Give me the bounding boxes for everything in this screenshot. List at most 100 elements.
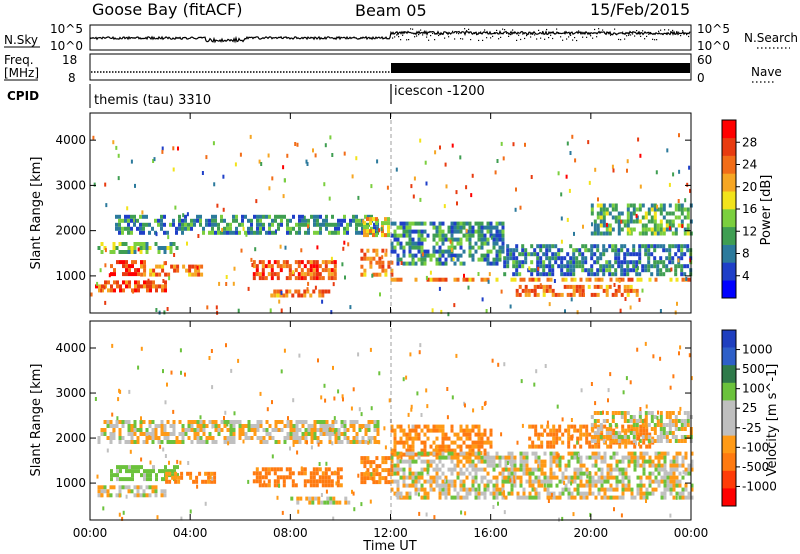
power-echo-cell: [451, 143, 454, 148]
velocity-echo-cell: [429, 463, 433, 468]
power-echo-cell: [626, 268, 630, 273]
velocity-echo-cell: [411, 455, 415, 460]
power-echo-cell: [483, 237, 487, 242]
velocity-echo-cell: [113, 473, 116, 478]
power-echo-cell: [593, 244, 597, 249]
power-echo-cell: [280, 214, 283, 219]
velocity-echo-cell: [393, 463, 397, 468]
velocity-echo-cell: [214, 428, 218, 432]
velocity-echo-cell: [106, 489, 110, 494]
velocity-echo-cell: [666, 475, 670, 480]
power-echo-cell: [184, 214, 187, 219]
velocity-echo-cell: [597, 479, 601, 484]
power-echo-cell: [232, 214, 235, 219]
velocity-echo-cell: [478, 487, 481, 492]
power-echo-cell: [480, 277, 484, 282]
power-echo-cell: [300, 276, 304, 281]
power-echo-cell: [372, 217, 375, 222]
velocity-echo-cell: [202, 428, 206, 432]
velocity-echo-cell: [620, 411, 624, 415]
power-echo-cell: [632, 288, 636, 293]
velocity-echo-cell: [474, 444, 478, 449]
power-echo-cell: [465, 221, 469, 226]
velocity-echo-cell: [486, 471, 490, 476]
velocity-echo-cell: [253, 424, 257, 428]
power-echo-cell: [307, 226, 310, 231]
power-echo-cell: [97, 246, 101, 250]
velocity-echo-cell: [145, 493, 149, 498]
power-echo-cell: [617, 211, 621, 216]
power-echo-cell: [369, 264, 373, 269]
velocity-echo-cell: [641, 459, 644, 464]
velocity-echo-cell: [423, 467, 427, 472]
velocity-echo-cell: [277, 440, 281, 444]
power-echo-cell: [536, 284, 540, 289]
velocity-echo-cell: [195, 475, 199, 480]
velocity-colorbar-tick-label: 500: [742, 362, 765, 376]
velocity-echo-cell: [576, 459, 580, 464]
power-echo-cell: [644, 244, 648, 249]
power-echo-cell: [551, 268, 555, 273]
velocity-echo-cell: [666, 451, 670, 456]
velocity-echo-cell: [376, 420, 380, 424]
velocity-echo-cell: [232, 432, 236, 436]
velocity-echo-cell: [501, 479, 505, 484]
power-echo-cell: [405, 233, 409, 238]
velocity-echo-cell: [376, 428, 380, 432]
velocity-echo-cell: [456, 436, 460, 441]
power-echo-cell: [306, 287, 309, 292]
power-echo-cell: [282, 260, 286, 265]
velocity-echo-cell: [277, 428, 281, 432]
power-echo-cell: [677, 203, 681, 208]
power-echo-cell: [593, 227, 597, 232]
power-echo-cell: [471, 173, 474, 178]
power-echo-cell: [288, 268, 292, 273]
power-echo-cell: [495, 253, 499, 258]
velocity-echo-cell: [489, 444, 493, 449]
power-y-axis-label: Slant Range [km]: [29, 157, 44, 270]
velocity-x-tick-label: 12:00: [373, 526, 408, 540]
power-echo-cell: [411, 221, 415, 226]
velocity-echo-cell: [540, 467, 544, 472]
velocity-echo-cell: [137, 465, 140, 470]
power-echo-cell: [118, 230, 121, 235]
velocity-echo-cell: [525, 459, 529, 464]
power-echo-cell: [635, 272, 639, 277]
velocity-echo-cell: [264, 467, 268, 472]
velocity-echo-cell: [674, 419, 678, 423]
velocity-echo-cell: [232, 440, 236, 444]
power-echo-cell: [212, 141, 215, 146]
velocity-echo-cell: [324, 483, 328, 488]
power-echo-cell: [247, 230, 250, 235]
power-echo-cell: [656, 231, 660, 236]
velocity-echo-cell: [253, 432, 257, 436]
velocity-echo-cell: [561, 440, 565, 445]
velocity-echo-cell: [145, 432, 149, 436]
power-echo-cell: [444, 237, 448, 242]
velocity-echo-cell: [522, 491, 526, 496]
velocity-echo-cell: [472, 408, 475, 413]
velocity-echo-cell: [300, 466, 303, 471]
velocity-echo-cell: [414, 424, 418, 429]
power-echo-cell: [337, 226, 340, 231]
power-echo-cell: [136, 218, 139, 223]
power-echo-cell: [489, 225, 493, 230]
nsearch-point: [590, 35, 592, 37]
velocity-echo-cell: [435, 483, 439, 488]
power-echo-cell: [267, 272, 271, 277]
freq-frame: [89, 53, 692, 81]
velocity-echo-cell: [567, 451, 571, 456]
velocity-echo-cell: [119, 465, 122, 470]
power-echo-cell: [322, 222, 325, 227]
velocity-echo-cell: [609, 463, 613, 468]
velocity-echo-cell: [690, 463, 694, 468]
velocity-echo-cell: [609, 440, 613, 445]
power-echo-cell: [539, 260, 543, 265]
power-echo-cell: [623, 284, 627, 289]
power-echo-cell: [656, 207, 660, 212]
velocity-echo-cell: [363, 464, 367, 469]
velocity-echo-cell: [375, 472, 379, 477]
power-echo-cell: [173, 264, 177, 269]
velocity-echo-cell: [166, 436, 170, 440]
